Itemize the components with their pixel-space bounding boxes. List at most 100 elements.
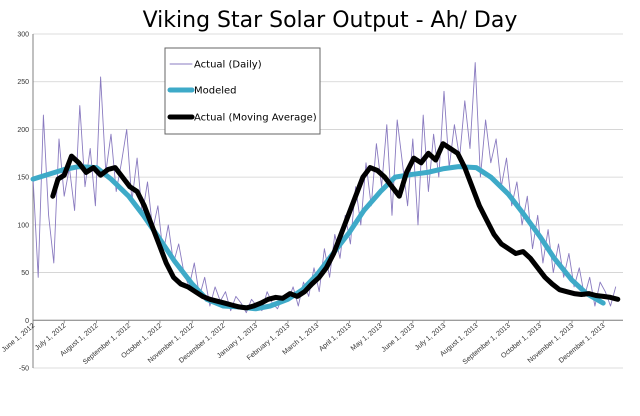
data-point xyxy=(319,277,320,278)
data-point xyxy=(93,167,94,168)
data-point xyxy=(333,253,334,254)
data-point xyxy=(360,225,361,226)
y-tick-label: 50 xyxy=(21,270,29,277)
data-point xyxy=(350,244,351,245)
data-point xyxy=(574,293,575,294)
data-point xyxy=(324,248,325,249)
data-point xyxy=(566,291,567,292)
data-point xyxy=(543,263,544,264)
data-point xyxy=(126,129,127,130)
data-point xyxy=(603,303,604,304)
data-point xyxy=(298,306,299,307)
data-point xyxy=(95,205,96,206)
data-point xyxy=(572,280,573,281)
data-point xyxy=(603,296,604,297)
data-point xyxy=(506,158,507,159)
data-point xyxy=(563,277,564,278)
y-tick-label: 100 xyxy=(17,222,29,229)
data-point xyxy=(392,215,393,216)
data-point xyxy=(444,91,445,92)
data-point xyxy=(90,148,91,149)
series-1 xyxy=(30,164,606,312)
data-point xyxy=(553,272,554,273)
data-point xyxy=(178,244,179,245)
data-point xyxy=(537,267,538,268)
data-point xyxy=(217,301,218,302)
data-point xyxy=(490,162,491,163)
x-tick-label: June 1, 2012 xyxy=(1,322,37,353)
data-point xyxy=(168,225,169,226)
data-point xyxy=(270,306,271,307)
data-point xyxy=(494,234,495,235)
data-point xyxy=(224,303,225,304)
y-tick-label: 300 xyxy=(17,32,29,39)
data-point xyxy=(443,143,444,144)
data-point xyxy=(268,299,269,300)
data-point xyxy=(74,210,75,211)
gridlines xyxy=(33,33,623,369)
data-point xyxy=(501,244,502,245)
x-tick-label: May 1, 2013 xyxy=(350,322,384,352)
data-point xyxy=(545,277,546,278)
legend-label: Actual (Moving Average) xyxy=(194,113,317,124)
data-point xyxy=(588,293,589,294)
data-point xyxy=(486,220,487,221)
data-point xyxy=(457,153,458,154)
data-point xyxy=(355,196,356,197)
data-point xyxy=(412,174,413,175)
series-line xyxy=(32,62,617,314)
data-point xyxy=(174,261,175,262)
data-point xyxy=(386,124,387,125)
data-point xyxy=(303,282,304,283)
data-point xyxy=(435,160,436,161)
data-point xyxy=(246,312,247,313)
data-point xyxy=(392,186,393,187)
data-point xyxy=(490,177,491,178)
data-point xyxy=(304,291,305,292)
data-point xyxy=(427,172,428,173)
data-point xyxy=(423,115,424,116)
data-point xyxy=(475,62,476,63)
y-tick-label: 200 xyxy=(17,127,29,134)
series-line xyxy=(30,164,606,312)
data-point xyxy=(319,291,320,292)
x-tick-label: July 1, 2013 xyxy=(414,322,447,352)
data-point xyxy=(78,162,79,163)
data-point xyxy=(151,225,152,226)
data-point xyxy=(600,282,601,283)
series-layer xyxy=(30,62,621,314)
data-point xyxy=(610,306,611,307)
data-point xyxy=(395,177,396,178)
series-0 xyxy=(32,62,617,314)
data-point xyxy=(173,277,174,278)
data-point xyxy=(537,215,538,216)
data-point xyxy=(53,263,54,264)
legend-label: Actual (Daily) xyxy=(194,60,262,71)
data-point xyxy=(204,277,205,278)
data-point xyxy=(458,166,459,167)
data-point xyxy=(508,248,509,249)
data-point xyxy=(261,303,262,304)
data-point xyxy=(308,296,309,297)
legend: Actual (Daily) Modeled Actual (Moving Aver… xyxy=(164,47,321,135)
data-point xyxy=(610,297,611,298)
data-point xyxy=(111,179,112,180)
data-point xyxy=(282,298,283,299)
data-point xyxy=(210,299,211,300)
data-point xyxy=(121,162,122,163)
data-point xyxy=(554,258,555,259)
data-point xyxy=(71,156,72,157)
data-point xyxy=(485,120,486,121)
data-point xyxy=(188,287,189,288)
data-point xyxy=(444,168,445,169)
data-point xyxy=(450,148,451,149)
data-point xyxy=(421,162,422,163)
data-point xyxy=(523,213,524,214)
x-tick-label: July 1, 2012 xyxy=(34,322,67,352)
data-point xyxy=(406,172,407,173)
data-point xyxy=(517,182,518,183)
data-point xyxy=(326,267,327,268)
data-point xyxy=(329,277,330,278)
